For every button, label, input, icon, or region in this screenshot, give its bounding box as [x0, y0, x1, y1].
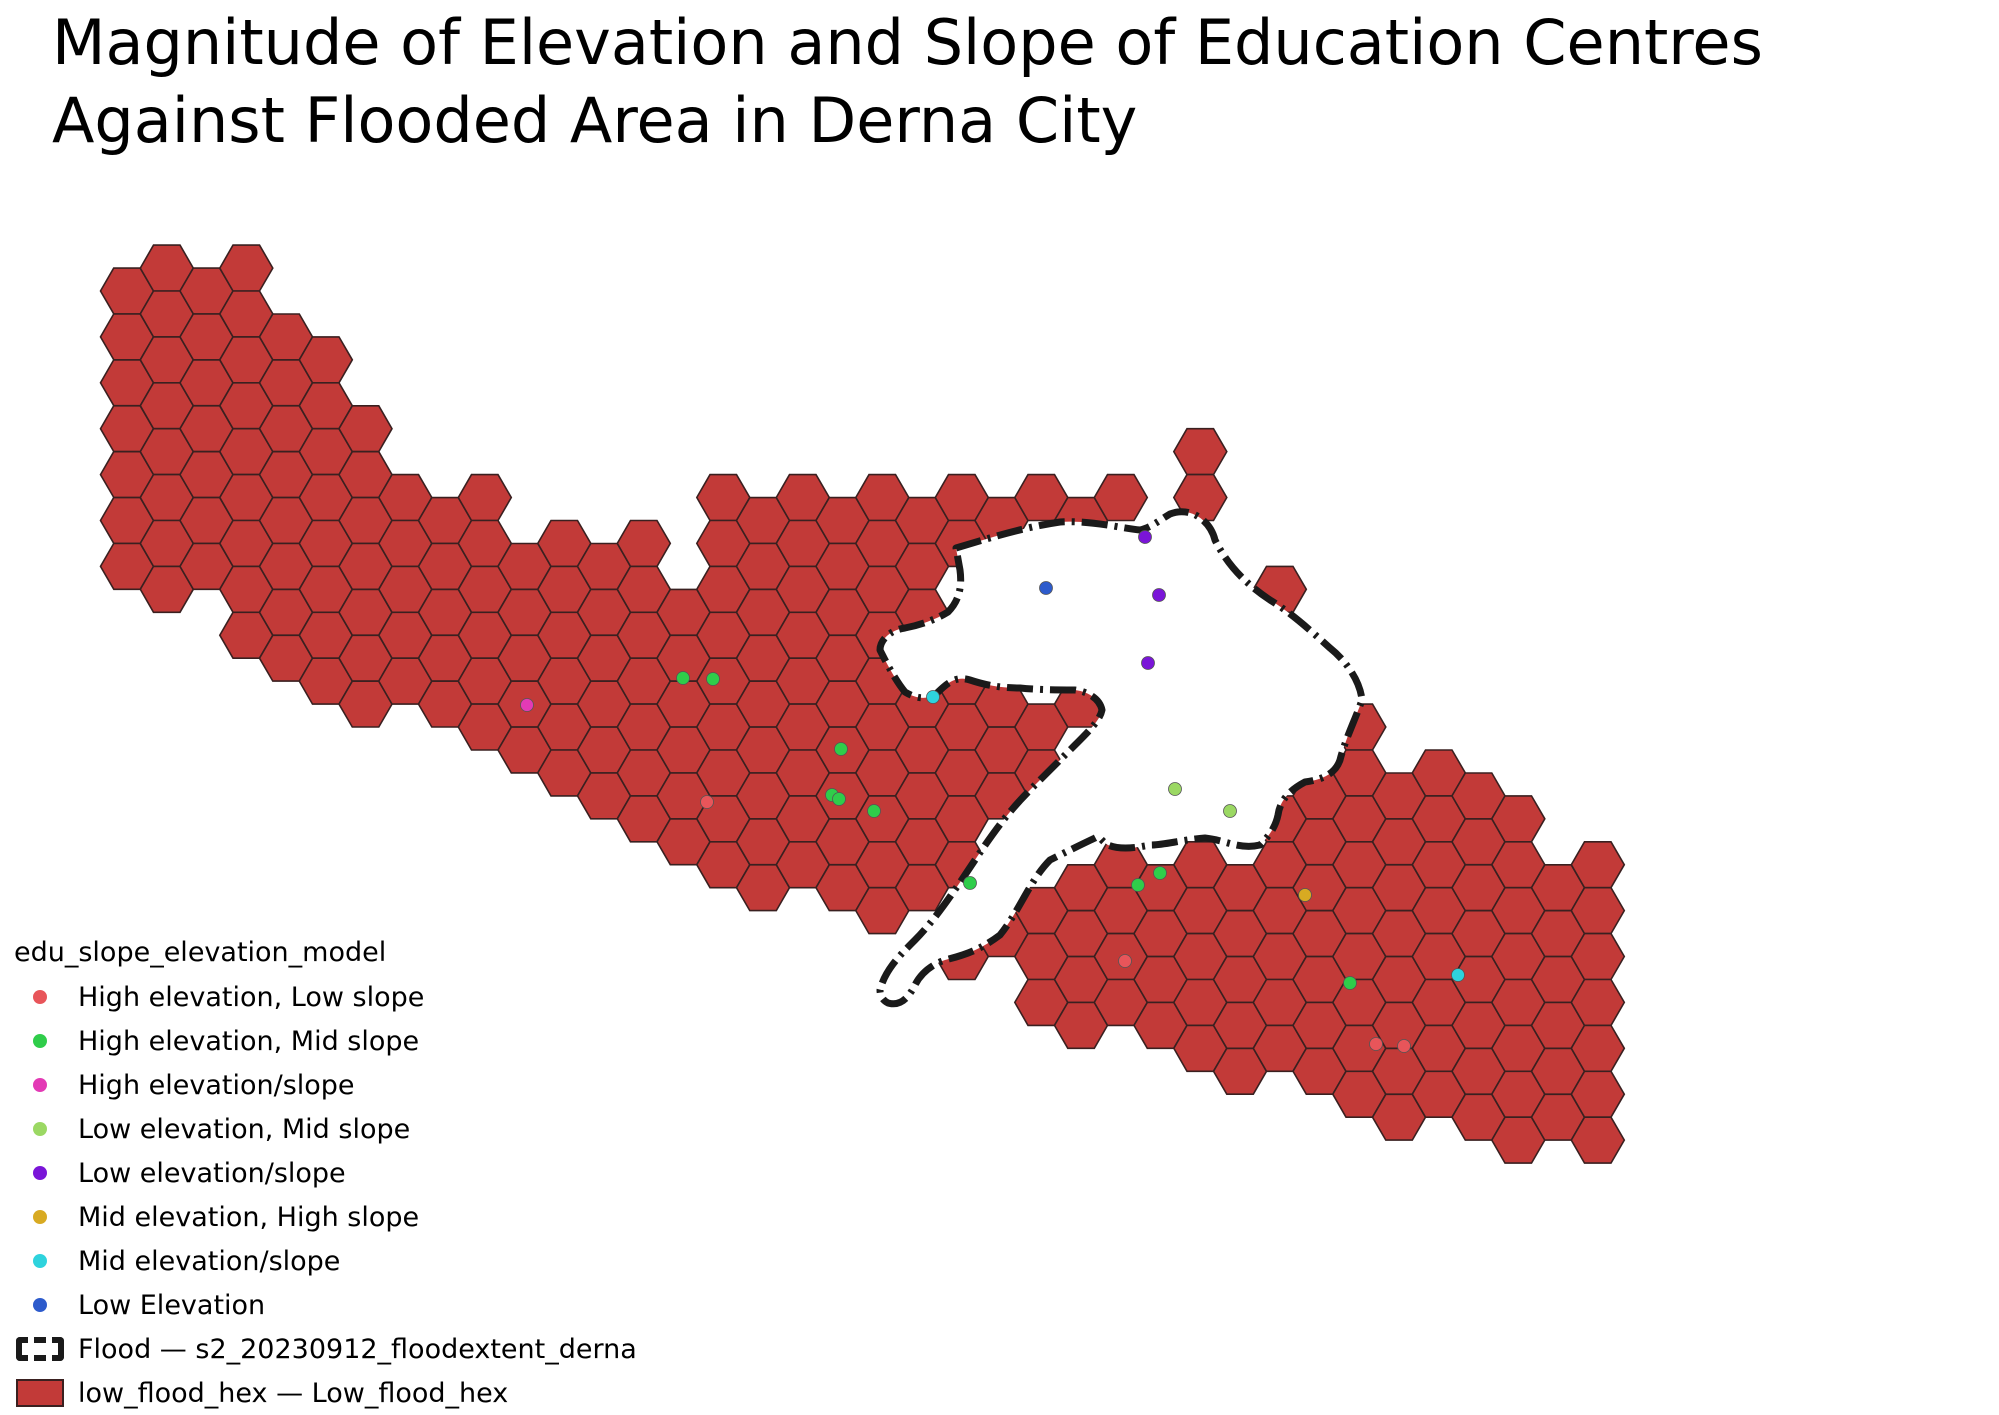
legend-categories: High elevation, Low slope High elevation,… [14, 975, 637, 1327]
legend-title: edu_slope_elevation_model [14, 937, 387, 968]
legend-row-category: Low Elevation [14, 1283, 637, 1327]
education-centre-point [926, 690, 940, 704]
education-centre-point [1451, 968, 1465, 982]
education-centre-point [832, 792, 846, 806]
legend-label-flood: Flood — s2_20230912_floodextent_derna [78, 1333, 637, 1365]
legend-row-category: High elevation/slope [14, 1063, 637, 1107]
hex-fill-swatch-icon [16, 1379, 64, 1407]
map-legend: edu_slope_elevation_model High elevation… [14, 935, 637, 1415]
category-dot-icon [33, 1034, 47, 1048]
education-centre-point [1141, 656, 1155, 670]
legend-label-category: Mid elevation, High slope [78, 1201, 420, 1233]
map-title: Magnitude of Elevation and Slope of Educ… [52, 4, 1763, 160]
education-centre-point [1131, 878, 1145, 892]
legend-label-category: Low Elevation [78, 1289, 266, 1321]
legend-label-hex: low_flood_hex — Low_flood_hex [78, 1377, 509, 1409]
education-centre-point [700, 795, 714, 809]
category-dot-icon [33, 1210, 47, 1224]
legend-label-category: Low elevation, Mid slope [78, 1113, 411, 1145]
flood-hex-cell [1172, 427, 1228, 476]
education-centre-point [963, 876, 977, 890]
map-title-line-2: Against Flooded Area in Derna City [52, 84, 1138, 157]
legend-label-category: High elevation, Low slope [78, 981, 425, 1013]
legend-label-category: Mid elevation/slope [78, 1245, 341, 1277]
education-centre-point [1343, 976, 1357, 990]
education-centre-point [834, 742, 848, 756]
dashed-outline-swatch-icon [16, 1337, 64, 1361]
category-dot-icon [33, 1166, 47, 1180]
education-centre-point [1298, 888, 1312, 902]
legend-row-category: Mid elevation, High slope [14, 1195, 637, 1239]
legend-row-category: Low elevation/slope [14, 1151, 637, 1195]
education-centre-point [1397, 1039, 1411, 1053]
legend-label-category: High elevation, Mid slope [78, 1025, 420, 1057]
legend-label-category: Low elevation/slope [78, 1157, 346, 1189]
education-centre-point [1118, 954, 1132, 968]
education-centre-point [1138, 530, 1152, 544]
education-centre-point [706, 672, 720, 686]
category-dot-icon [33, 1298, 47, 1312]
education-centre-point [520, 698, 534, 712]
category-dot-icon [33, 1254, 47, 1268]
category-dot-icon [33, 1122, 47, 1136]
education-centres-layer [520, 530, 1465, 1053]
flood-extent-outline [876, 508, 1366, 1008]
education-centre-point [676, 671, 690, 685]
flood-hex-cell [1570, 1116, 1626, 1164]
legend-row-category: High elevation, Mid slope [14, 1019, 637, 1063]
education-centre-point [1039, 581, 1053, 595]
category-dot-icon [33, 1078, 47, 1092]
legend-row-hex: low_flood_hex — Low_flood_hex [14, 1371, 637, 1415]
education-centre-point [1223, 804, 1237, 818]
education-centre-point [1369, 1037, 1383, 1051]
legend-row-category: Low elevation, Mid slope [14, 1107, 637, 1151]
education-centre-point [1168, 782, 1182, 796]
flood-hex-cell [1093, 473, 1149, 522]
legend-row-flood: Flood — s2_20230912_floodextent_derna [14, 1327, 637, 1371]
education-centre-point [867, 804, 881, 818]
legend-row-category: High elevation, Low slope [14, 975, 637, 1019]
legend-label-category: High elevation/slope [78, 1069, 355, 1101]
education-centre-point [1153, 866, 1167, 880]
map-title-line-1: Magnitude of Elevation and Slope of Educ… [52, 6, 1763, 79]
legend-row-category: Mid elevation/slope [14, 1239, 637, 1283]
education-centre-point [1152, 588, 1166, 602]
category-dot-icon [33, 990, 47, 1004]
